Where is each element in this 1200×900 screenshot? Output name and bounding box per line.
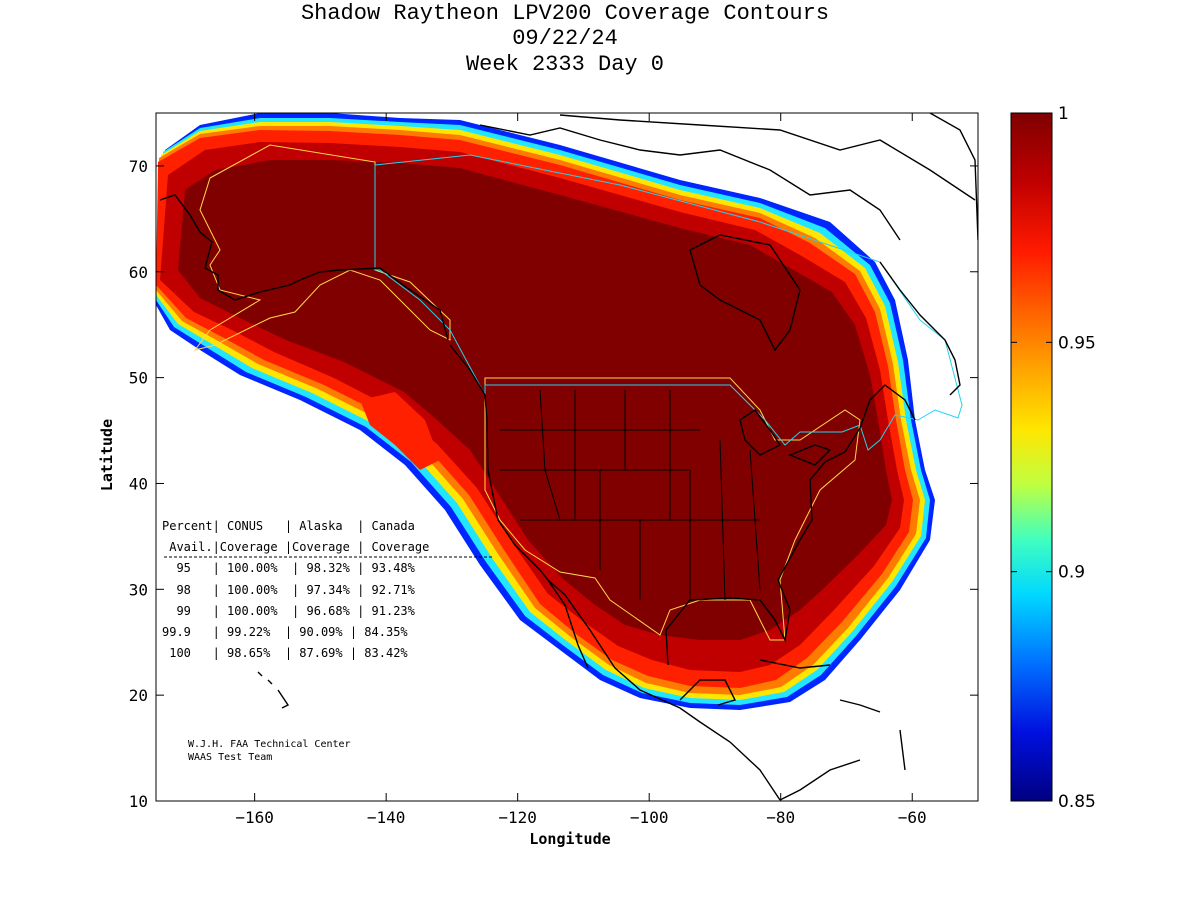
x-tick-label: −120 bbox=[498, 808, 537, 827]
greenland-edge bbox=[929, 113, 978, 241]
colorbar-tick-label: 0.85 bbox=[1058, 792, 1096, 812]
coverage-hotspot bbox=[360, 392, 440, 470]
coverage-contours bbox=[156, 113, 935, 710]
y-tick-label: 10 bbox=[129, 792, 148, 811]
gulf-coast bbox=[665, 479, 813, 666]
x-tick-label: −160 bbox=[235, 808, 274, 827]
x-tick-label: −100 bbox=[630, 808, 669, 827]
credit-line-2: WAAS Test Team bbox=[188, 752, 272, 763]
table-row: 95 | 100.00% | 98.32% | 93.48% bbox=[162, 561, 416, 575]
chart-title: Shadow Raytheon LPV200 Coverage Contours bbox=[300, 1, 830, 26]
table-row: 100 | 98.65% | 87.69% | 83.42% bbox=[162, 646, 408, 660]
table-row: 99.9 | 99.22% | 90.09% | 84.35% bbox=[162, 625, 408, 639]
table-row: 98 | 100.00% | 97.34% | 92.71% bbox=[162, 583, 416, 597]
table-header-2: Avail.|Coverage |Coverage | Coverage bbox=[162, 540, 429, 554]
y-tick-label: 20 bbox=[129, 686, 148, 705]
hudson-bay bbox=[689, 234, 801, 352]
mexico-coast bbox=[547, 579, 781, 801]
table-row: 99 | 100.00% | 96.68% | 91.23% bbox=[162, 604, 416, 618]
y-axis-ticks: 10 20 30 40 50 60 70 bbox=[129, 157, 978, 811]
colorbar bbox=[1010, 112, 1053, 802]
coastlines bbox=[159, 113, 978, 801]
central-america bbox=[759, 659, 906, 801]
service-boundary bbox=[193, 144, 861, 641]
plot-frame bbox=[155, 112, 979, 802]
credit-line-1: W.J.H. FAA Technical Center bbox=[188, 739, 351, 750]
y-tick-label: 30 bbox=[129, 580, 148, 599]
labrador-coast bbox=[879, 261, 961, 396]
x-axis-ticks: −160 −140 −120 −100 −80 −60 bbox=[235, 113, 927, 827]
pacific-coast bbox=[449, 344, 589, 669]
coverage-table: Percent| CONUS | Alaska | Canada Avail.|… bbox=[162, 519, 494, 660]
chart-week-day: Week 2333 Day 0 bbox=[465, 52, 665, 77]
colorbar-tick-label: 1 bbox=[1058, 104, 1069, 124]
alaska-coast bbox=[159, 194, 449, 341]
great-lakes bbox=[739, 409, 832, 466]
yucatan bbox=[679, 679, 737, 706]
y-tick-label: 50 bbox=[129, 369, 148, 388]
table-header-1: Percent| CONUS | Alaska | Canada bbox=[162, 519, 415, 533]
colorbar-ticks: 1 0.95 0.9 0.85 bbox=[1011, 104, 1096, 812]
atlantic-coast bbox=[809, 384, 916, 481]
y-tick-label: 70 bbox=[129, 157, 148, 176]
y-tick-label: 60 bbox=[129, 263, 148, 282]
y-axis-label: Latitude bbox=[98, 419, 116, 491]
x-axis-label: Longitude bbox=[529, 830, 610, 848]
chart-date: 09/22/24 bbox=[512, 26, 618, 51]
colorbar-tick-label: 0.9 bbox=[1058, 563, 1085, 583]
colorbar-tick-label: 0.95 bbox=[1058, 333, 1096, 353]
x-tick-label: −80 bbox=[766, 808, 795, 827]
y-tick-label: 40 bbox=[129, 474, 148, 493]
state-borders bbox=[500, 389, 761, 601]
arctic-islands bbox=[479, 114, 976, 241]
hawaii bbox=[257, 671, 290, 709]
x-tick-label: −60 bbox=[898, 808, 927, 827]
x-tick-label: −140 bbox=[367, 808, 406, 827]
